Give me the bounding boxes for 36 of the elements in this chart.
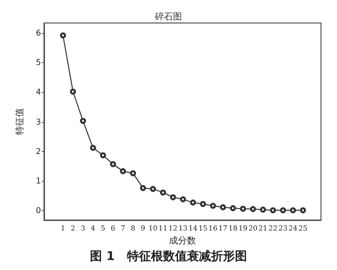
point: [300, 207, 306, 214]
point: [180, 196, 186, 202]
y-tick-label: 6: [36, 28, 41, 38]
point: [280, 207, 286, 214]
point: [80, 118, 86, 124]
point: [150, 186, 156, 192]
y-tick-label: 0: [36, 206, 41, 216]
point: [250, 206, 256, 212]
point: [270, 207, 276, 214]
y-tick-label: 1: [36, 176, 41, 186]
point: [230, 205, 236, 212]
point: [170, 194, 176, 200]
point: [130, 170, 136, 176]
point: [140, 185, 146, 192]
point: [220, 204, 226, 210]
point: [290, 207, 296, 214]
point: [210, 202, 216, 209]
point: [190, 200, 196, 206]
x-axis-title: 成分数: [168, 235, 196, 246]
y-tick-label: 3: [36, 117, 41, 126]
point: [100, 152, 106, 158]
point: [70, 88, 76, 95]
y-tick-label: 5: [36, 58, 41, 68]
point: [160, 189, 166, 196]
point: [110, 161, 116, 168]
point: [240, 206, 246, 212]
y-tick-label: 4: [36, 88, 41, 97]
point: [200, 201, 206, 208]
y-axis-title: 特征值: [14, 108, 26, 135]
y-tick-label: 2: [36, 146, 41, 156]
point: [90, 144, 96, 151]
point: [260, 206, 266, 213]
point: [60, 32, 66, 38]
chart-title: 碎石图: [154, 12, 182, 22]
point: [120, 168, 126, 174]
caption: 图 1 特征根数值衰减折形图: [90, 249, 247, 263]
